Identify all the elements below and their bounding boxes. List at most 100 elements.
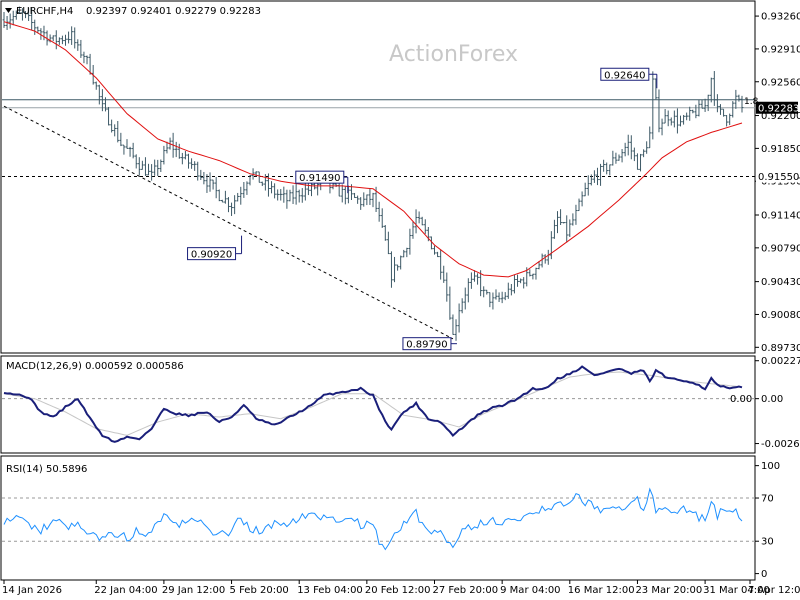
price-bar (669, 117, 673, 126)
price-bar (417, 211, 421, 224)
ohlc-low: 0.92279 (175, 6, 216, 17)
price-bar (67, 31, 70, 44)
price-bar (24, 11, 27, 19)
price-bar (239, 186, 243, 205)
rsi-line (3, 487, 743, 551)
price-bar (393, 256, 396, 283)
collapse-arrow-icon[interactable] (5, 8, 12, 13)
price-bar (245, 181, 249, 195)
y-tick-label: 0.90790 (761, 243, 800, 254)
price-bar (599, 163, 602, 186)
price-bar (734, 89, 738, 109)
price-bar (27, 7, 30, 21)
price-bar (583, 182, 587, 197)
rsi-axis: 100 70 30 0 (755, 461, 780, 580)
price-bar (559, 209, 562, 226)
y-tick-label: 0.92560 (761, 77, 800, 88)
moving-average-line (3, 21, 743, 278)
time-label: 31 Mar 04:00 (703, 585, 770, 596)
price-bar (494, 289, 498, 300)
price-bar (636, 153, 639, 170)
price-bar (150, 164, 153, 181)
price-bar (722, 108, 725, 117)
price-bar (639, 153, 642, 172)
price-bar (476, 273, 479, 285)
price-bar (740, 95, 744, 113)
price-series (2, 6, 744, 341)
price-bar (451, 314, 455, 335)
price-bar (473, 270, 476, 282)
time-axis: 14 Jan 2026 22 Jan 04:00 29 Jan 12:00 5 Feb… (2, 580, 800, 596)
price-bar (365, 194, 369, 206)
price-bar (666, 110, 670, 127)
price-bar (482, 286, 486, 298)
price-bar (408, 228, 412, 255)
price-bar (101, 89, 104, 112)
annotation-box (295, 170, 345, 184)
price-bar (712, 71, 716, 106)
price-bar (279, 189, 283, 201)
price-bar (273, 183, 276, 199)
price-bar (503, 292, 507, 301)
price-pane: ActionForex 0.92640 0.91490 0.90920 0.89790… (0, 0, 800, 354)
price-bar (291, 185, 295, 204)
price-bar (276, 189, 280, 201)
price-bar (153, 159, 157, 176)
price-bar (79, 39, 83, 58)
price-bar (433, 245, 436, 255)
price-bar (353, 192, 356, 198)
price-bar (719, 104, 722, 115)
price-bar (657, 89, 661, 133)
price-bar (190, 158, 193, 169)
price-bar (343, 186, 347, 205)
y-tick-label: -0.002693 (761, 439, 800, 450)
price-bar (632, 147, 636, 162)
price-bar (608, 164, 612, 176)
price-bar (709, 77, 713, 103)
price-bar (17, 6, 21, 14)
price-bar (534, 267, 538, 280)
price-bar (445, 272, 449, 302)
price-bar (556, 211, 559, 234)
price-bar (485, 289, 489, 295)
price-bar (51, 35, 55, 42)
price-bar (371, 192, 375, 208)
annotation-label: 0.91490 (299, 173, 340, 184)
price-bar (716, 94, 719, 113)
price-bar (676, 108, 679, 134)
price-bar (107, 106, 110, 126)
price-bar (193, 161, 197, 171)
price-bar (362, 192, 366, 207)
price-bar (208, 172, 212, 192)
price-bar (399, 255, 403, 270)
price-bar (85, 55, 89, 65)
price-bar (144, 157, 147, 176)
price-bar (180, 152, 184, 165)
price-bar (82, 51, 86, 64)
price-bar (21, 8, 24, 21)
price-bar (294, 183, 298, 205)
price-bar (134, 154, 138, 169)
price-bar (691, 109, 695, 114)
price-bar (57, 37, 61, 45)
price-bar (340, 184, 344, 203)
price-bar (220, 199, 224, 203)
price-bar (565, 215, 569, 243)
price-bar (156, 159, 160, 177)
price-bar (39, 28, 43, 40)
price-bar (257, 171, 261, 183)
price-bar (14, 10, 18, 20)
macd-zero-marker: 0.00 (730, 394, 752, 405)
price-bar (316, 182, 320, 196)
price-bar (651, 71, 655, 140)
price-bar (122, 144, 126, 155)
price-bar (64, 34, 67, 46)
price-bar (36, 26, 40, 34)
price-bar (589, 174, 593, 186)
time-label: 13 Feb 04:00 (297, 585, 363, 596)
price-bar (137, 157, 141, 176)
price-bar (70, 26, 74, 45)
price-bar (414, 209, 418, 234)
price-bar (436, 251, 439, 258)
time-label: 20 Feb 12:00 (365, 585, 431, 596)
